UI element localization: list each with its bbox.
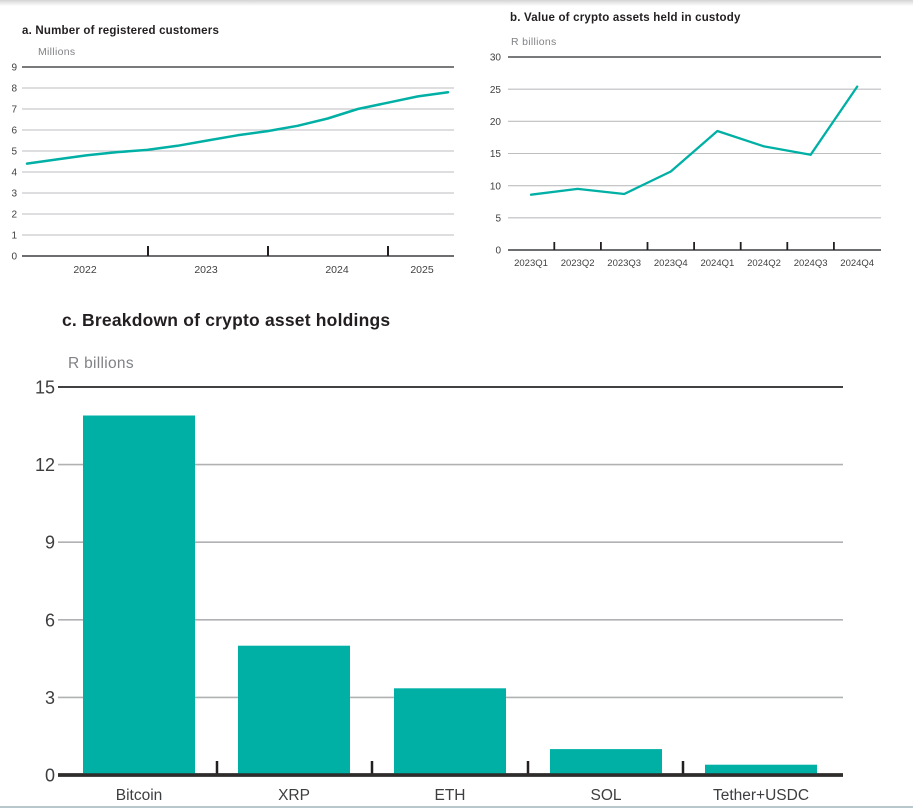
chart-b-plot: 0 5 10 15 20 25 30 2023Q1 2023Q2 2023Q3 2023Q4 2024…: [490, 53, 881, 269]
y-axis-label: 12: [35, 455, 55, 475]
x-axis-label: 2024Q1: [700, 258, 734, 269]
x-axis-label: 2024Q4: [840, 258, 874, 269]
bottom-border: [0, 806, 913, 808]
top-shadow-band: [0, 0, 913, 6]
y-axis-label: 3: [45, 688, 55, 708]
chart-c-title: c. Breakdown of crypto asset holdings: [62, 310, 391, 330]
y-axis-label: 1: [11, 231, 17, 242]
x-axis-label: XRP: [278, 787, 310, 804]
y-axis-label: 4: [11, 168, 17, 179]
chart-c-plot: 0 3 6 9 12 15 Bitcoin XRP ETH SOL Tether+USDC: [35, 377, 843, 804]
y-axis-label: 0: [11, 252, 17, 263]
y-axis-label: 25: [490, 85, 502, 96]
y-axis-label: 0: [495, 246, 501, 257]
y-axis-label: 15: [35, 377, 55, 397]
chart-a-unit-label: Millions: [38, 46, 76, 58]
chart-a-title: a. Number of registered customers: [22, 25, 220, 37]
chart-b-title: b. Value of crypto assets held in custod…: [510, 12, 741, 24]
chart-c-unit-label: R billions: [68, 355, 134, 372]
x-axis-label: 2024Q3: [794, 258, 828, 269]
y-axis-label: 8: [11, 84, 17, 95]
y-axis-label: 2: [11, 210, 17, 221]
x-axis-label: 2024: [325, 264, 349, 276]
y-axis-label: 20: [490, 117, 502, 128]
y-axis-label: 9: [11, 63, 17, 74]
chart-b-unit-label: R billions: [511, 36, 557, 48]
y-axis-label: 10: [490, 181, 502, 192]
x-axis-label: Bitcoin: [116, 787, 163, 804]
chart-a-plot: 0 1 2 3 4 5 6 7 8 9 2022 2023 2024 2025: [11, 63, 454, 276]
y-axis-label: 6: [11, 126, 17, 137]
bar-tether-usdc: [705, 764, 817, 775]
x-axis-label: 2022: [73, 264, 97, 276]
x-axis-label: 2023Q4: [654, 258, 688, 269]
x-axis-label: 2023: [194, 264, 218, 276]
y-axis-label: 5: [11, 147, 17, 158]
bar-eth: [394, 688, 506, 775]
bar-bitcoin: [83, 415, 195, 775]
y-axis-label: 5: [495, 213, 501, 224]
y-axis-label: 0: [45, 765, 55, 785]
customers-series-line: [25, 90, 450, 165]
x-axis-label: 2024Q2: [747, 258, 781, 269]
bar-sol: [550, 749, 662, 775]
x-axis-label: Tether+USDC: [713, 787, 809, 804]
y-axis-label: 7: [11, 105, 17, 116]
y-axis-label: 3: [11, 189, 17, 200]
x-axis-label: 2025: [410, 264, 434, 276]
x-axis-label: 2023Q1: [514, 258, 548, 269]
x-axis-label: 2023Q2: [561, 258, 595, 269]
y-axis-label: 30: [490, 53, 502, 64]
x-axis-label: ETH: [435, 787, 466, 804]
y-axis-label: 15: [490, 149, 502, 160]
y-axis-label: 6: [45, 610, 55, 630]
x-axis-label: SOL: [590, 787, 621, 804]
custody-series-line: [529, 85, 859, 196]
bar-xrp: [238, 645, 350, 775]
x-axis-label: 2023Q3: [607, 258, 641, 269]
y-axis-label: 9: [45, 533, 55, 553]
